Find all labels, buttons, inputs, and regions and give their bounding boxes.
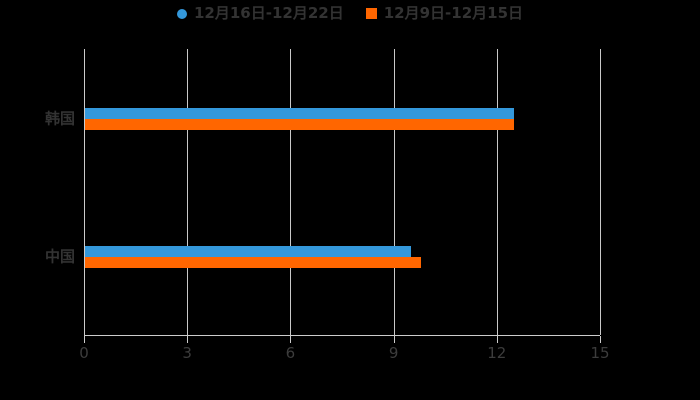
legend-item-0[interactable]: 12月16日-12月22日 <box>176 4 344 22</box>
x-tick-label: 3 <box>182 344 192 362</box>
plot-area: 0 3 6 9 12 15 韩国中国 <box>45 49 610 361</box>
axis-tick <box>393 336 395 343</box>
legend: 12月16日-12月22日 12月9日-12月15日 <box>0 6 700 21</box>
category-label: 韩国 <box>44 109 75 128</box>
gridline <box>290 49 292 335</box>
bar-中国-series-1[interactable] <box>84 257 422 268</box>
x-tick-label: 12 <box>487 344 507 362</box>
axis-tick <box>187 336 189 343</box>
gridline <box>496 49 498 335</box>
axis-tick <box>84 336 85 343</box>
gridline <box>393 49 395 335</box>
x-tick-label: 6 <box>285 344 296 362</box>
legend-label: 12月16日-12月22日 <box>193 4 344 22</box>
gridline <box>600 49 601 335</box>
square-legend-marker-icon <box>365 8 377 19</box>
y-axis-line <box>84 49 85 335</box>
circle-legend-marker-icon <box>176 8 187 19</box>
legend-item-1[interactable]: 12月9日-12月15日 <box>365 4 524 22</box>
category-label: 中国 <box>44 247 75 266</box>
bar-韩国-series-1[interactable] <box>84 119 514 130</box>
gridline <box>187 49 189 335</box>
axis-tick <box>600 336 601 343</box>
x-tick-label: 15 <box>590 344 610 362</box>
axis-tick <box>496 336 498 343</box>
axis-tick <box>290 336 292 343</box>
x-tick-label: 9 <box>388 344 399 362</box>
bar-中国-series-0[interactable] <box>84 246 411 257</box>
x-axis-line <box>84 335 600 336</box>
bar-韩国-series-0[interactable] <box>84 108 514 119</box>
legend-label: 12月9日-12月15日 <box>383 4 524 22</box>
x-tick-label: 0 <box>79 344 89 362</box>
